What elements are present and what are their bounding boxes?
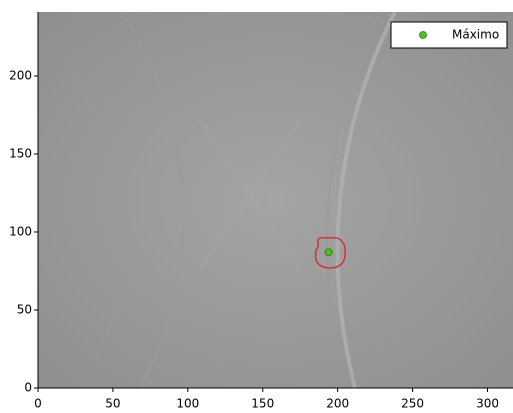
- x-tick-label: 100: [176, 397, 199, 411]
- x-tick-label: 50: [105, 397, 120, 411]
- x-tick-label: 300: [476, 397, 499, 411]
- legend: Máximo: [391, 22, 507, 48]
- x-tick-label: 0: [34, 397, 42, 411]
- point: [325, 249, 332, 256]
- chart: Máximo 0 50 100 150 200 250 300 0 50 100 150 200: [0, 0, 513, 413]
- y-tick-label: 150: [9, 146, 32, 160]
- y-tick-label: 100: [9, 224, 32, 238]
- y-tick-label: 50: [17, 302, 32, 316]
- y-tick-label: 0: [24, 381, 32, 395]
- x-tick-label: 150: [251, 397, 274, 411]
- y-tick-label: 200: [9, 68, 32, 82]
- x-tick-label: 250: [401, 397, 424, 411]
- image-background: [38, 12, 513, 388]
- legend-label: Máximo: [452, 28, 499, 42]
- x-tick-label: 200: [326, 397, 349, 411]
- legend-marker: [420, 32, 427, 39]
